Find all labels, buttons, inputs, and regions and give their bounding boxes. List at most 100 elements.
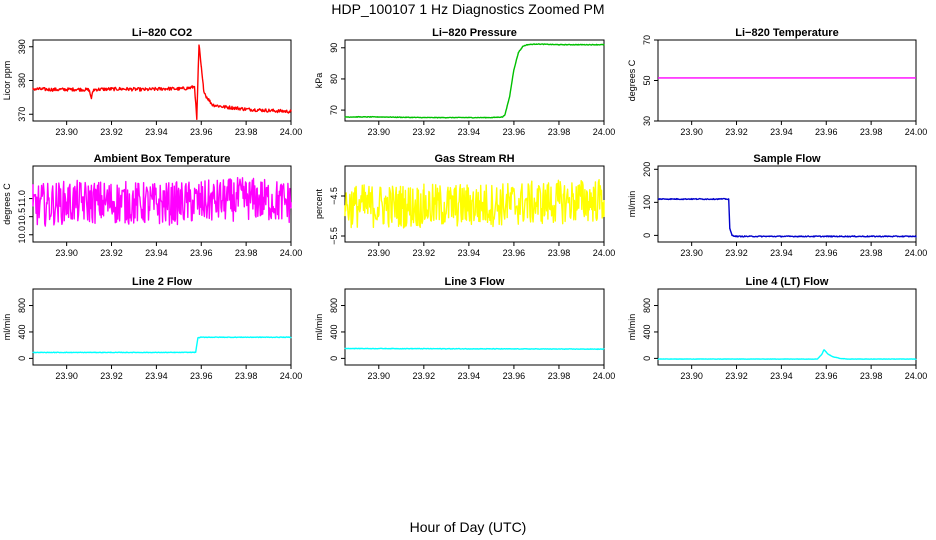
y-tick-label: 800 — [17, 298, 27, 313]
x-tick-label: 24.00 — [905, 248, 928, 258]
x-tick-label: 23.98 — [548, 127, 571, 137]
x-tick-label: 23.98 — [235, 371, 258, 381]
series-line — [344, 43, 605, 119]
x-tick-label: 23.96 — [815, 371, 838, 381]
x-tick-label: 24.00 — [593, 371, 616, 381]
x-tick-label: 23.92 — [413, 127, 436, 137]
panel-title: Line 2 Flow — [132, 276, 192, 288]
x-tick-label: 23.96 — [503, 248, 526, 258]
panel-title: Li−820 CO2 — [132, 27, 192, 39]
panel-title: Sample Flow — [753, 153, 821, 165]
x-tick-label: 23.92 — [725, 371, 748, 381]
x-tick-label: 23.90 — [680, 127, 703, 137]
y-tick-label: 30 — [642, 116, 652, 126]
panel-title: Li−820 Pressure — [432, 27, 517, 39]
panel-8: Line 3 Flow ml/min 23.90 23.92 23.94 23.96 23.… — [314, 276, 615, 381]
figure-title: HDP_100107 1 Hz Diagnostics Zoomed PM — [331, 1, 605, 17]
plot-frame — [32, 288, 292, 366]
y-tick-label: 800 — [329, 298, 339, 313]
y-axis-label: Licor ppm — [2, 61, 12, 101]
x-tick-label: 23.98 — [235, 127, 258, 137]
x-tick-label: 23.94 — [145, 248, 168, 258]
panel-title: Ambient Box Temperature — [94, 153, 231, 165]
panel-4: Ambient Box Temperature degrees C 23.90 23.… — [2, 153, 302, 258]
plot-frame — [344, 288, 605, 366]
panel-3: Li−820 Temperature degrees C 23.90 23.92 23.… — [627, 27, 927, 137]
y-axis-label: ml/min — [314, 314, 324, 341]
x-axis-title: Hour of Day (UTC) — [409, 519, 527, 535]
x-tick-label: 24.00 — [593, 248, 616, 258]
x-tick-label: 24.00 — [280, 371, 303, 381]
x-tick-label: 23.98 — [548, 371, 571, 381]
y-tick-label: 70 — [642, 35, 652, 45]
x-tick-label: 23.96 — [815, 248, 838, 258]
panel-6: Sample Flow ml/min 23.90 23.92 23.94 23.96 23.… — [627, 153, 927, 258]
x-tick-label: 23.90 — [680, 248, 703, 258]
panel-title: Line 4 (LT) Flow — [746, 276, 829, 288]
x-tick-label: 23.92 — [100, 127, 123, 137]
x-tick-label: 23.94 — [458, 371, 481, 381]
y-tick-label: 70 — [329, 105, 339, 115]
y-axis-label: percent — [314, 188, 324, 219]
x-tick-label: 23.90 — [368, 127, 391, 137]
y-tick-label: 0 — [642, 356, 652, 361]
x-tick-label: 23.94 — [145, 127, 168, 137]
x-tick-label: 23.90 — [55, 371, 78, 381]
y-tick-label: 0 — [329, 356, 339, 361]
y-axis-label: ml/min — [2, 314, 12, 341]
series-line — [657, 349, 917, 360]
y-axis-label: degrees C — [627, 59, 637, 101]
panel-5: Gas Stream RH percent 23.90 23.92 23.94 23.96… — [314, 153, 615, 258]
x-tick-label: 23.92 — [413, 371, 436, 381]
x-tick-label: 23.98 — [235, 248, 258, 258]
y-tick-label: 100 — [642, 195, 652, 210]
plot-frame — [657, 39, 917, 122]
x-tick-label: 23.92 — [100, 248, 123, 258]
x-tick-label: 23.98 — [548, 248, 571, 258]
y-axis-label: kPa — [314, 73, 324, 89]
panel-title: Gas Stream RH — [434, 153, 514, 165]
x-tick-label: 23.92 — [413, 248, 436, 258]
x-tick-label: 23.98 — [860, 371, 883, 381]
x-tick-label: 23.96 — [503, 127, 526, 137]
y-tick-label: 11.0 — [17, 190, 27, 207]
x-tick-label: 23.92 — [725, 248, 748, 258]
panel-title: Li−820 Temperature — [735, 27, 838, 39]
panel-title: Line 3 Flow — [445, 276, 505, 288]
x-tick-label: 23.94 — [770, 371, 793, 381]
series-line — [657, 197, 917, 238]
x-tick-label: 23.96 — [190, 371, 213, 381]
x-tick-label: 23.92 — [100, 371, 123, 381]
x-tick-label: 23.90 — [680, 371, 703, 381]
y-tick-label: 400 — [17, 324, 27, 339]
x-tick-label: 23.94 — [770, 248, 793, 258]
y-tick-label: −4.5 — [329, 187, 339, 205]
y-tick-label: 370 — [17, 107, 27, 122]
series-line — [32, 176, 292, 227]
x-tick-label: 23.94 — [770, 127, 793, 137]
x-tick-label: 23.98 — [860, 127, 883, 137]
y-tick-label: 10.5 — [17, 208, 27, 226]
y-tick-label: 200 — [642, 162, 652, 177]
panel-9: Line 4 (LT) Flow ml/min 23.90 23.92 23.94 23.… — [627, 276, 927, 381]
y-tick-label: 80 — [329, 74, 339, 84]
x-tick-label: 24.00 — [905, 371, 928, 381]
series-line — [32, 44, 292, 121]
x-tick-label: 23.96 — [503, 371, 526, 381]
y-tick-label: 90 — [329, 43, 339, 53]
series-line — [32, 336, 292, 354]
y-tick-label: 0 — [642, 233, 652, 238]
y-axis-label: degrees C — [2, 183, 12, 225]
x-tick-label: 24.00 — [280, 248, 303, 258]
y-tick-label: 400 — [642, 324, 652, 339]
y-tick-label: 800 — [642, 298, 652, 313]
y-tick-label: 0 — [17, 356, 27, 361]
series-line — [344, 347, 605, 351]
y-tick-label: 50 — [642, 75, 652, 85]
panel-1: Li−820 CO2 Licor ppm 23.90 23.92 23.94 23.96 2… — [2, 27, 302, 137]
x-tick-label: 24.00 — [905, 127, 928, 137]
x-tick-label: 23.92 — [725, 127, 748, 137]
y-axis-label: ml/min — [627, 314, 637, 341]
x-tick-label: 24.00 — [593, 127, 616, 137]
x-tick-label: 23.90 — [368, 371, 391, 381]
